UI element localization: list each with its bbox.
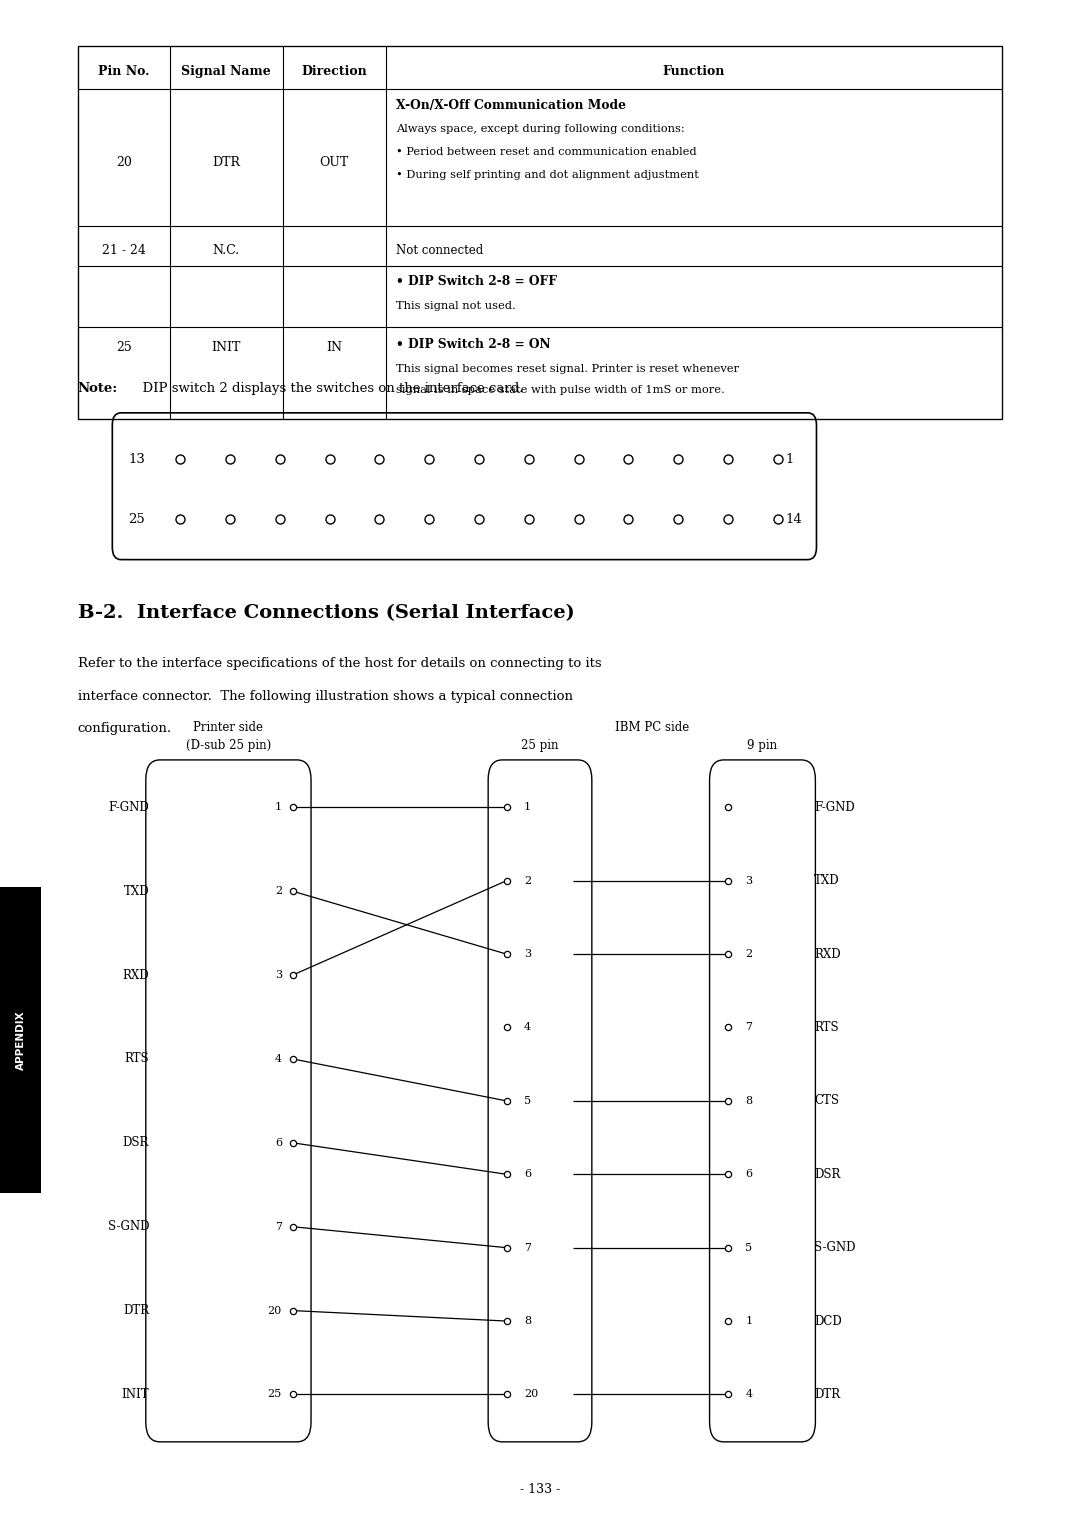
Text: 2: 2: [745, 950, 753, 959]
Text: 6: 6: [274, 1138, 282, 1148]
Bar: [0, 887, 41, 1193]
Text: 13: 13: [129, 453, 146, 466]
Text: signal is in space state with pulse width of 1mS or more.: signal is in space state with pulse widt…: [396, 385, 725, 396]
Text: DTR: DTR: [213, 156, 240, 168]
Text: 1: 1: [524, 803, 531, 812]
Text: F-GND: F-GND: [814, 801, 855, 813]
Text: • DIP Switch 2-8 = OFF: • DIP Switch 2-8 = OFF: [396, 275, 557, 289]
Text: RTS: RTS: [124, 1052, 149, 1066]
Text: CTS: CTS: [814, 1095, 839, 1107]
Text: • During self printing and dot alignment adjustment: • During self printing and dot alignment…: [396, 170, 699, 180]
Text: 1: 1: [745, 1316, 753, 1326]
Text: RTS: RTS: [814, 1021, 839, 1034]
Text: IBM PC side: IBM PC side: [615, 720, 689, 734]
Text: DTR: DTR: [814, 1388, 840, 1401]
Text: RXD: RXD: [122, 968, 149, 982]
Text: 3: 3: [745, 876, 753, 885]
Text: • DIP Switch 2-8 = ON: • DIP Switch 2-8 = ON: [396, 338, 551, 352]
Text: DSR: DSR: [814, 1168, 840, 1180]
Text: 4: 4: [274, 1053, 282, 1064]
Text: • Period between reset and communication enabled: • Period between reset and communication…: [396, 147, 697, 157]
Text: 8: 8: [745, 1096, 753, 1105]
Text: N.C.: N.C.: [213, 245, 240, 257]
Text: 21 - 24: 21 - 24: [102, 245, 146, 257]
Text: Signal Name: Signal Name: [181, 66, 271, 78]
Text: 7: 7: [275, 1222, 282, 1232]
Text: 25: 25: [116, 341, 132, 353]
Text: 2: 2: [274, 887, 282, 896]
Text: 8: 8: [524, 1316, 531, 1326]
Text: This signal becomes reset signal. Printer is reset whenever: This signal becomes reset signal. Printe…: [396, 364, 740, 375]
Text: X-On/X-Off Communication Mode: X-On/X-Off Communication Mode: [396, 99, 626, 113]
Text: (D-sub 25 pin): (D-sub 25 pin): [186, 739, 271, 752]
Text: This signal not used.: This signal not used.: [396, 301, 516, 312]
Text: 14: 14: [785, 512, 802, 526]
Text: - 133 -: - 133 -: [519, 1483, 561, 1497]
Text: 25 pin: 25 pin: [522, 739, 558, 752]
Text: 20: 20: [116, 156, 132, 168]
Text: TXD: TXD: [814, 875, 840, 887]
Text: S-GND: S-GND: [108, 1220, 149, 1234]
Text: RXD: RXD: [814, 948, 841, 960]
Text: 1: 1: [274, 803, 282, 812]
Text: Note:: Note:: [78, 382, 118, 396]
Text: INIT: INIT: [121, 1388, 149, 1401]
Text: Function: Function: [663, 66, 725, 78]
Text: TXD: TXD: [123, 885, 149, 898]
Text: DTR: DTR: [123, 1304, 149, 1316]
Text: 7: 7: [524, 1243, 530, 1252]
Text: OUT: OUT: [320, 156, 349, 168]
Text: Always space, except during following conditions:: Always space, except during following co…: [396, 124, 685, 135]
Text: IN: IN: [326, 341, 342, 353]
Text: configuration.: configuration.: [78, 722, 172, 735]
Text: Direction: Direction: [301, 66, 367, 78]
Text: F-GND: F-GND: [108, 801, 149, 813]
Text: 25: 25: [268, 1390, 282, 1399]
Text: 7: 7: [745, 1023, 752, 1032]
Text: 4: 4: [745, 1390, 753, 1399]
Text: 5: 5: [524, 1096, 531, 1105]
Text: DSR: DSR: [123, 1136, 149, 1150]
Text: Refer to the interface specifications of the host for details on connecting to i: Refer to the interface specifications of…: [78, 657, 602, 671]
Text: 6: 6: [745, 1170, 753, 1179]
Text: Printer side: Printer side: [193, 720, 264, 734]
Text: 3: 3: [524, 950, 531, 959]
Text: 6: 6: [524, 1170, 531, 1179]
Text: 5: 5: [745, 1243, 753, 1252]
Text: 2: 2: [524, 876, 531, 885]
Text: 20: 20: [524, 1390, 538, 1399]
Text: APPENDIX: APPENDIX: [15, 1011, 26, 1069]
Text: 20: 20: [268, 1306, 282, 1315]
Text: 9 pin: 9 pin: [747, 739, 778, 752]
Text: 25: 25: [129, 512, 146, 526]
Text: B-2.  Interface Connections (Serial Interface): B-2. Interface Connections (Serial Inter…: [78, 604, 575, 622]
Bar: [78, 46, 1002, 419]
Text: DIP switch 2 displays the switches on the interface card.: DIP switch 2 displays the switches on th…: [134, 382, 524, 396]
Text: S-GND: S-GND: [814, 1242, 855, 1254]
Text: DCD: DCD: [814, 1315, 842, 1327]
Text: INIT: INIT: [212, 341, 241, 353]
Text: 4: 4: [524, 1023, 531, 1032]
Text: 3: 3: [274, 969, 282, 980]
Text: Pin No.: Pin No.: [98, 66, 149, 78]
Text: interface connector.  The following illustration shows a typical connection: interface connector. The following illus…: [78, 690, 572, 703]
Text: Not connected: Not connected: [396, 245, 484, 257]
Text: 1: 1: [785, 453, 794, 466]
